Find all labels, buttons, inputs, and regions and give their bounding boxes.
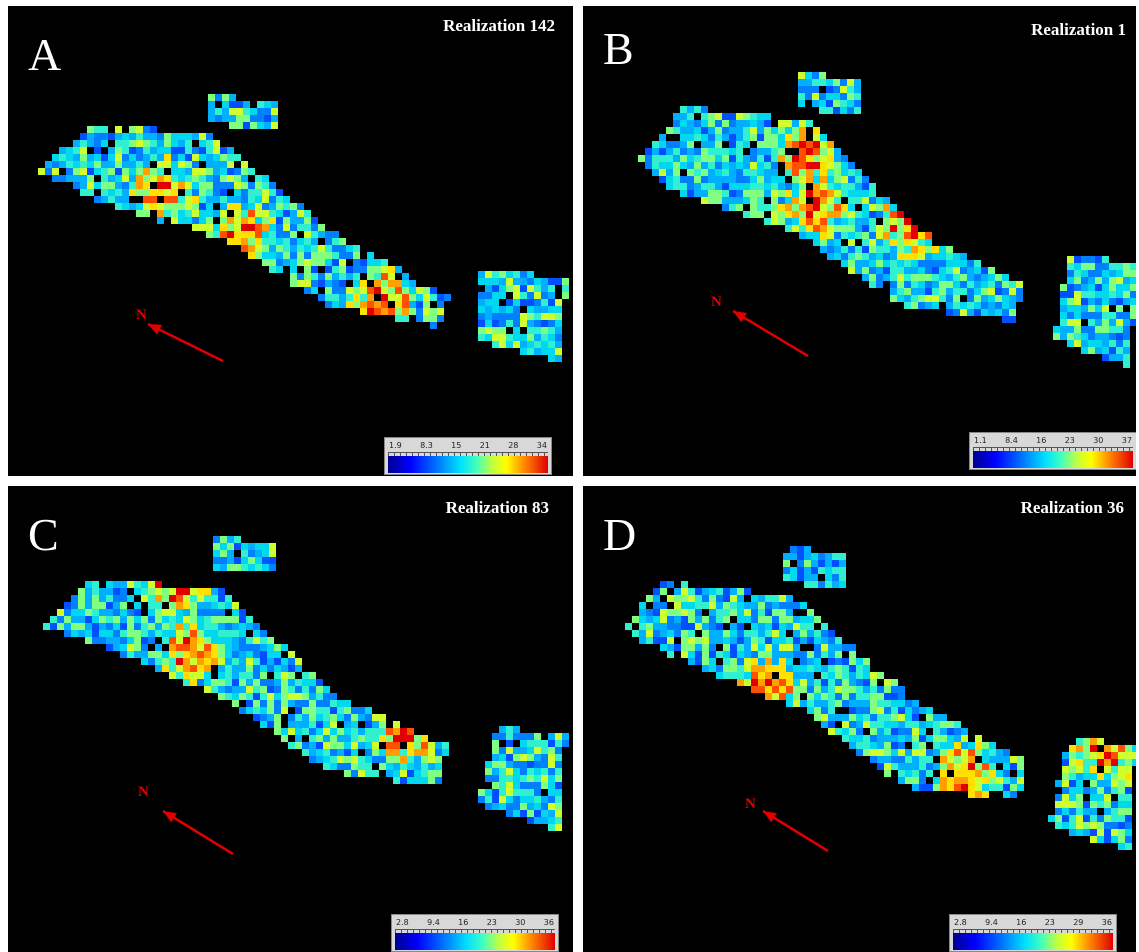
scale-tick-label: 16 <box>458 918 469 927</box>
scale-tick-label: 30 <box>1093 436 1104 445</box>
scale-tick-label: 8.4 <box>1005 436 1018 445</box>
scale-tick-label: 8.3 <box>420 441 433 450</box>
color-ramp <box>953 933 1113 950</box>
realization-label: Realization 83 <box>445 498 549 517</box>
panel-letter: D <box>603 509 637 560</box>
north-label: N <box>745 796 756 812</box>
scale-tick-label: 2.8 <box>396 918 409 927</box>
north-label: N <box>711 294 722 310</box>
reservoir-model-view: N <box>638 72 1136 368</box>
reservoir-model-view: N <box>43 536 569 856</box>
color-ramp <box>973 451 1133 468</box>
scale-tick-label: 23 <box>1064 436 1075 445</box>
scale-tick-label: 34 <box>536 441 547 450</box>
scale-tick-rule <box>953 929 1113 933</box>
model-cells <box>38 94 569 362</box>
scale-tick-label: 15 <box>451 441 462 450</box>
north-label: N <box>138 784 149 800</box>
scale-tick-rule <box>973 447 1133 451</box>
scale-tick-label: 36 <box>1101 918 1112 927</box>
scale-tick-label: 9.4 <box>985 918 998 927</box>
scale-tick-label: 36 <box>543 918 554 927</box>
panel-letter: B <box>603 23 634 74</box>
color-ramp <box>388 456 548 473</box>
panel-a: N A Realization 142 1.9 8.3 15 21 28 34 <box>8 6 573 476</box>
color-scale-legend: 2.8 9.4 16 23 29 36 <box>949 914 1117 952</box>
north-arrowhead-icon <box>163 811 177 823</box>
realization-label: Realization 142 <box>443 16 555 35</box>
realization-label: Realization 36 <box>1020 498 1124 517</box>
reservoir-model-view: N <box>38 94 569 363</box>
scale-tick-label: 23 <box>1044 918 1055 927</box>
scale-tick-label: 21 <box>479 441 490 450</box>
scale-tick-label: 16 <box>1016 918 1027 927</box>
scale-tick-label: 29 <box>1073 918 1084 927</box>
color-ramp <box>395 933 555 950</box>
scale-tick-label: 9.4 <box>427 918 440 927</box>
scale-tick-label: 2.8 <box>954 918 967 927</box>
model-cells <box>638 72 1136 368</box>
scale-tick-rule <box>388 452 548 456</box>
scale-tick-label: 1.9 <box>389 441 402 450</box>
north-label: N <box>136 307 147 323</box>
scale-tick-label: 30 <box>515 918 526 927</box>
panel-letter: A <box>28 29 62 80</box>
reservoir-model-view: N <box>625 546 1136 853</box>
scale-tick-label: 23 <box>486 918 497 927</box>
color-scale-legend: 1.9 8.3 15 21 28 34 <box>384 437 552 475</box>
scale-tick-label: 37 <box>1121 436 1132 445</box>
north-arrowhead-icon <box>733 311 747 323</box>
north-arrow-icon <box>732 309 809 358</box>
scale-tick-label: 16 <box>1036 436 1047 445</box>
north-arrow-icon <box>147 322 224 363</box>
model-cells <box>625 546 1136 850</box>
color-scale-legend: 2.8 9.4 16 23 30 36 <box>391 914 559 952</box>
north-arrow-icon <box>162 809 234 856</box>
north-arrowhead-icon <box>763 811 777 823</box>
north-arrowhead-icon <box>148 324 162 335</box>
color-scale-legend: 1.1 8.4 16 23 30 37 <box>969 432 1136 470</box>
scale-tick-label: 1.1 <box>974 436 987 445</box>
panel-c: N C Realization 83 2.8 9.4 16 23 30 36 <box>8 486 573 952</box>
panel-b: N B Realization 1 1.1 8.4 16 23 30 37 <box>583 6 1136 476</box>
model-cells <box>43 536 569 831</box>
scale-tick-rule <box>395 929 555 933</box>
panel-d: N D Realization 36 2.8 9.4 16 23 29 36 <box>583 486 1136 952</box>
scale-tick-label: 28 <box>508 441 519 450</box>
panel-letter: C <box>28 509 59 560</box>
realization-label: Realization 1 <box>1031 20 1126 39</box>
